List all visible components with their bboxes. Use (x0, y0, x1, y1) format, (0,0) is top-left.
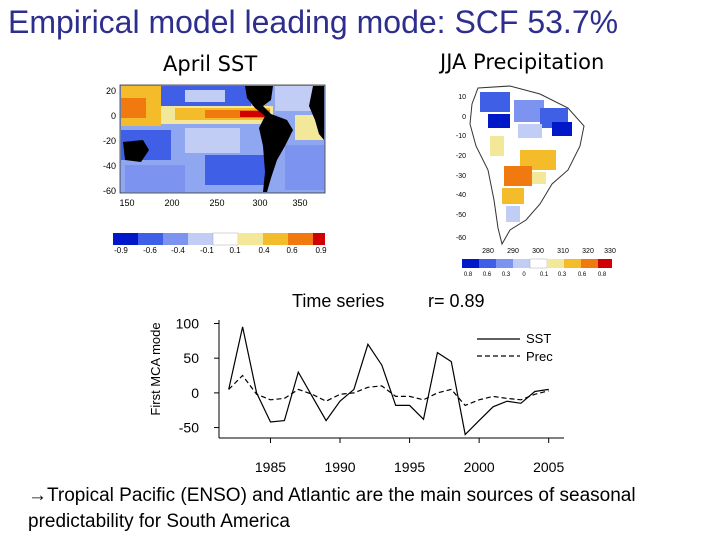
legend-sst-label: SST (526, 331, 551, 346)
sst-map-title: April SST (163, 52, 258, 76)
sst-colorbar-tick: 0.6 (286, 246, 298, 255)
precip-lat-tick: -40 (456, 192, 466, 199)
sst-map: 20 0 -20 -40 -60 150 200 250 300 350 -0.… (103, 84, 327, 255)
precip-lat-tick: -60 (456, 235, 466, 242)
sst-lon-tick: 200 (164, 198, 179, 208)
y-tick-label: 0 (191, 385, 199, 401)
africa-land (309, 86, 324, 140)
precip-map-title: JJA Precipitation (440, 50, 605, 74)
x-tick-label: 1990 (324, 459, 355, 475)
precip-colorbar-tick: 0 (522, 272, 526, 278)
sst-lat-tick: -40 (103, 161, 116, 171)
sst-lon-tick: 250 (209, 198, 224, 208)
precip-colorbar-tick: 0.6 (483, 272, 492, 278)
sst-lat-tick: 20 (106, 86, 116, 96)
chart-annotation: r= 0.89 (428, 291, 485, 311)
precip-lon-tick: 280 (482, 248, 494, 255)
slide-title: Empirical model leading mode: SCF 53.7% (8, 4, 619, 40)
series-line-sst (228, 326, 549, 436)
precip-colorbar (462, 258, 612, 269)
precip-lat-tick: -50 (456, 212, 466, 219)
sst-lon-tick: 300 (252, 198, 267, 208)
precip-lat-tick: -30 (456, 173, 466, 180)
sst-colorbar-tick: -0.4 (171, 246, 185, 255)
sst-colorbar-tick: 0.1 (229, 246, 241, 255)
series-line-prec (228, 374, 549, 407)
precip-colorbar-tick: 0.8 (464, 272, 473, 278)
precip-colorbar-tick: 0.1 (540, 272, 549, 278)
legend-prec-label: Prec (526, 349, 553, 364)
precip-lon-tick: 310 (557, 248, 569, 255)
precip-lon-tick: 300 (532, 248, 544, 255)
x-tick-label: 2000 (464, 459, 495, 475)
precip-colorbar-tick: 0.8 (598, 272, 607, 278)
sst-colorbar-tick: -0.9 (114, 246, 128, 255)
sst-lat-tick: -60 (103, 186, 116, 196)
chart-title: Time series (292, 291, 384, 311)
slide-caption: →Tropical Pacific (ENSO) and Atlantic ar… (28, 485, 636, 532)
sst-colorbar-tick: 0.9 (315, 246, 327, 255)
sst-lon-tick: 350 (292, 198, 307, 208)
precip-colorbar-tick: 0.6 (578, 272, 587, 278)
sst-lat-tick: -20 (103, 136, 116, 146)
precip-map: 10 0 -10 -20 -30 -40 -50 -60 280 290 300… (456, 85, 616, 278)
precip-lat-tick: 10 (458, 94, 466, 101)
sst-colorbar (113, 232, 325, 246)
precip-colorbar-tick: 0.3 (558, 272, 567, 278)
sst-colorbar-tick: -0.1 (200, 246, 214, 255)
y-tick-label: 100 (176, 315, 200, 331)
x-tick-label: 2005 (533, 459, 564, 475)
x-tick-label: 1985 (255, 459, 286, 475)
y-tick-label: -50 (179, 420, 199, 436)
precip-colorbar-tick: 0.3 (502, 272, 511, 278)
x-tick-label: 1995 (394, 459, 425, 475)
sst-lon-tick: 150 (119, 198, 134, 208)
sst-colorbar-tick: -0.6 (143, 246, 157, 255)
chart-legend: SST Prec (477, 331, 553, 364)
chart-ylabel: First MCA mode (148, 322, 163, 415)
precip-lat-tick: 0 (462, 114, 466, 121)
precip-lat-tick: -10 (456, 133, 466, 140)
precip-lon-tick: 290 (507, 248, 519, 255)
australia-land (123, 140, 149, 162)
sst-lat-tick: 0 (111, 111, 116, 121)
precip-lon-tick: 320 (582, 248, 594, 255)
precip-lon-tick: 330 (604, 248, 616, 255)
americas-land (245, 86, 293, 192)
y-tick-label: 50 (183, 350, 199, 366)
precip-lat-tick: -20 (456, 153, 466, 160)
sst-colorbar-tick: 0.4 (258, 246, 270, 255)
